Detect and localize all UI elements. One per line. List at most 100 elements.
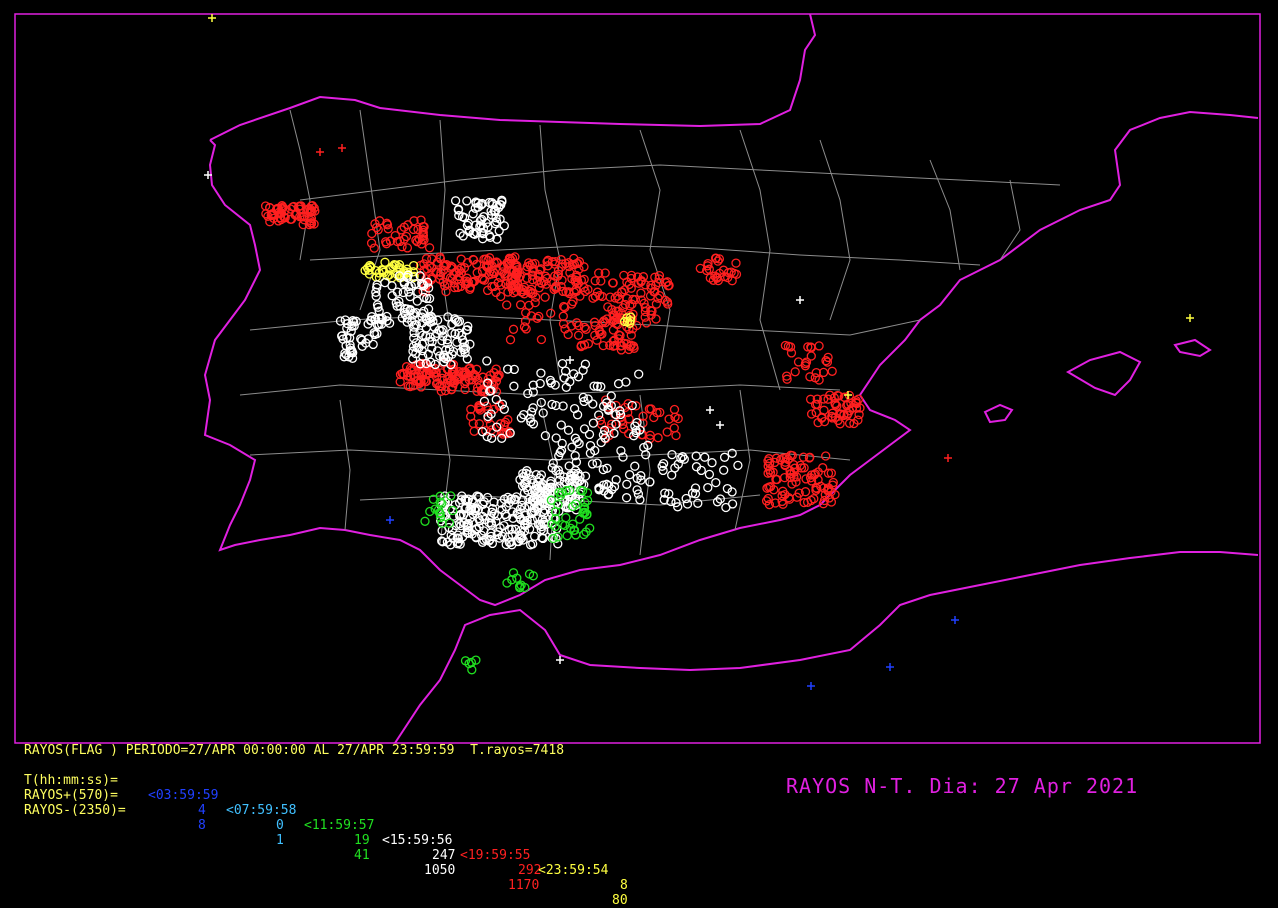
negative-strike-marker bbox=[497, 399, 508, 409]
island-ibiza bbox=[983, 403, 1014, 424]
negative-strike-marker bbox=[404, 281, 414, 292]
negative-strike-marker bbox=[851, 397, 861, 408]
negative-strike-marker bbox=[842, 410, 852, 420]
negative-strike-marker bbox=[590, 330, 600, 340]
negative-strike-marker bbox=[574, 257, 585, 267]
negative-strike-marker bbox=[486, 385, 496, 396]
negative-strike-marker bbox=[731, 258, 741, 268]
negative-strike-marker bbox=[525, 260, 535, 270]
negative-strike-marker bbox=[566, 471, 577, 481]
negative-strike-marker bbox=[277, 203, 287, 213]
negative-strike-marker bbox=[505, 428, 515, 438]
negative-strike-marker bbox=[722, 483, 733, 494]
negative-strike-marker bbox=[711, 477, 721, 488]
negative-strike-marker bbox=[812, 399, 822, 409]
negative-strike-marker bbox=[421, 331, 431, 341]
negative-strike-marker bbox=[430, 359, 440, 370]
negative-strike-marker bbox=[547, 463, 557, 473]
negative-strike-marker bbox=[799, 463, 809, 473]
negative-strike-marker bbox=[515, 300, 526, 310]
negative-strike-marker bbox=[498, 429, 508, 439]
negative-strike-marker bbox=[813, 417, 823, 428]
negative-strike-marker bbox=[388, 261, 398, 272]
negative-strike-marker bbox=[812, 394, 822, 404]
positive-strike-marker bbox=[208, 14, 216, 22]
negative-strike-marker bbox=[471, 655, 481, 665]
negative-strike-marker bbox=[621, 493, 632, 503]
negative-strike-marker bbox=[427, 336, 437, 347]
negative-strike-marker bbox=[457, 335, 468, 345]
negative-strike-marker bbox=[356, 334, 366, 344]
negative-strike-marker bbox=[371, 291, 381, 301]
negative-strike-marker bbox=[777, 491, 787, 501]
negative-strike-marker bbox=[590, 291, 601, 302]
negative-count-23: 80 bbox=[612, 893, 628, 908]
negative-strike-marker bbox=[800, 358, 811, 369]
negative-strike-marker bbox=[420, 516, 430, 526]
negative-strike-marker bbox=[496, 280, 506, 290]
negative-strike-marker bbox=[517, 533, 527, 543]
negative-strike-marker bbox=[448, 346, 459, 357]
time-bands-label: T(hh:mm:ss)= bbox=[24, 773, 118, 788]
negative-strike-marker bbox=[618, 419, 628, 430]
negative-strike-marker bbox=[673, 459, 683, 469]
negative-strike-marker bbox=[408, 354, 418, 364]
negative-strike-marker bbox=[690, 483, 701, 493]
lightning-map bbox=[14, 13, 1261, 744]
negative-strike-marker bbox=[602, 398, 612, 408]
negative-strike-marker bbox=[652, 408, 662, 418]
negative-strike-marker bbox=[478, 223, 489, 233]
negative-strike-marker bbox=[370, 265, 381, 276]
negative-strike-marker bbox=[567, 274, 577, 284]
negative-strike-marker bbox=[490, 218, 500, 229]
negative-strike-marker bbox=[382, 218, 392, 228]
negative-strike-marker bbox=[633, 489, 644, 499]
negative-strike-marker bbox=[555, 447, 565, 458]
negative-strike-marker bbox=[431, 379, 442, 389]
negative-strike-marker bbox=[540, 271, 551, 281]
negative-strike-marker bbox=[626, 340, 636, 350]
negative-strike-marker bbox=[509, 364, 519, 375]
negative-strike-marker bbox=[468, 209, 478, 219]
negative-strike-marker bbox=[565, 377, 575, 387]
negative-strike-marker bbox=[588, 418, 599, 428]
negative-strike-marker bbox=[487, 504, 498, 514]
negative-strike-marker bbox=[636, 475, 646, 485]
negative-count-03: 8 bbox=[198, 818, 206, 833]
negative-strike-marker bbox=[555, 490, 566, 501]
negative-strike-marker bbox=[610, 293, 620, 303]
negative-strike-marker bbox=[518, 285, 528, 295]
negative-strike-marker bbox=[472, 268, 482, 278]
negative-strike-marker bbox=[402, 313, 413, 323]
negative-strike-marker bbox=[512, 278, 523, 289]
negative-strike-marker bbox=[457, 491, 467, 501]
negative-strike-marker bbox=[483, 260, 493, 270]
negative-strike-marker bbox=[667, 470, 677, 480]
negative-strike-marker bbox=[530, 297, 540, 308]
negative-strike-marker bbox=[719, 465, 729, 475]
negative-strike-marker bbox=[465, 339, 475, 349]
negative-strike-marker bbox=[649, 412, 659, 423]
negative-strike-marker bbox=[521, 324, 531, 334]
positive-strike-marker bbox=[886, 663, 894, 671]
negative-strike-marker bbox=[372, 282, 382, 293]
negative-strike-marker bbox=[475, 516, 485, 526]
negative-strike-marker bbox=[844, 418, 855, 428]
negative-strike-marker bbox=[556, 420, 566, 430]
negative-strike-marker bbox=[503, 364, 513, 374]
negative-strike-marker bbox=[581, 527, 591, 537]
negative-strike-marker bbox=[579, 340, 590, 350]
negative-strike-marker bbox=[833, 415, 843, 426]
negative-strike-marker bbox=[562, 530, 572, 541]
negative-strike-marker bbox=[426, 263, 437, 273]
negative-strike-marker bbox=[512, 260, 522, 271]
negative-strike-marker bbox=[840, 392, 850, 403]
negative-strike-marker bbox=[641, 318, 652, 328]
negative-strike-marker bbox=[626, 312, 636, 322]
negative-strike-marker bbox=[509, 266, 519, 276]
negative-strike-marker bbox=[570, 451, 580, 461]
negative-strike-marker bbox=[763, 468, 773, 478]
negative-strike-marker bbox=[535, 265, 545, 275]
negative-strike-marker bbox=[633, 278, 644, 288]
negative-strike-marker bbox=[553, 271, 563, 281]
